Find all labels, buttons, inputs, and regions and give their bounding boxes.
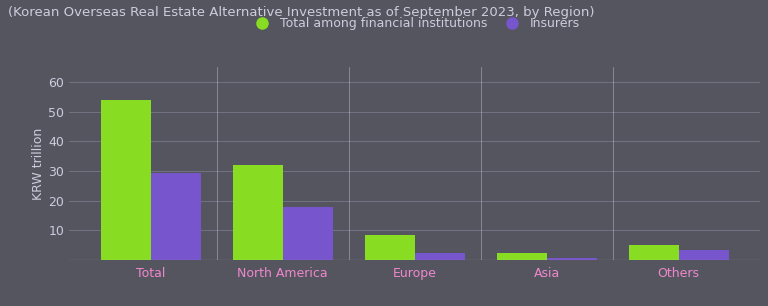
Y-axis label: KRW trillion: KRW trillion bbox=[32, 128, 45, 200]
Bar bbox=[151, 173, 201, 260]
Bar bbox=[365, 235, 415, 260]
Bar bbox=[497, 253, 547, 260]
Bar bbox=[547, 258, 597, 260]
Bar bbox=[233, 165, 283, 260]
Bar bbox=[415, 253, 465, 260]
Bar bbox=[628, 245, 679, 260]
Bar bbox=[283, 207, 333, 260]
Text: (Korean Overseas Real Estate Alternative Investment as of September 2023, by Reg: (Korean Overseas Real Estate Alternative… bbox=[8, 6, 594, 19]
Bar bbox=[101, 100, 151, 260]
Bar bbox=[679, 250, 729, 260]
Legend: Total among financial institutions, Insurers: Total among financial institutions, Insu… bbox=[245, 12, 584, 35]
